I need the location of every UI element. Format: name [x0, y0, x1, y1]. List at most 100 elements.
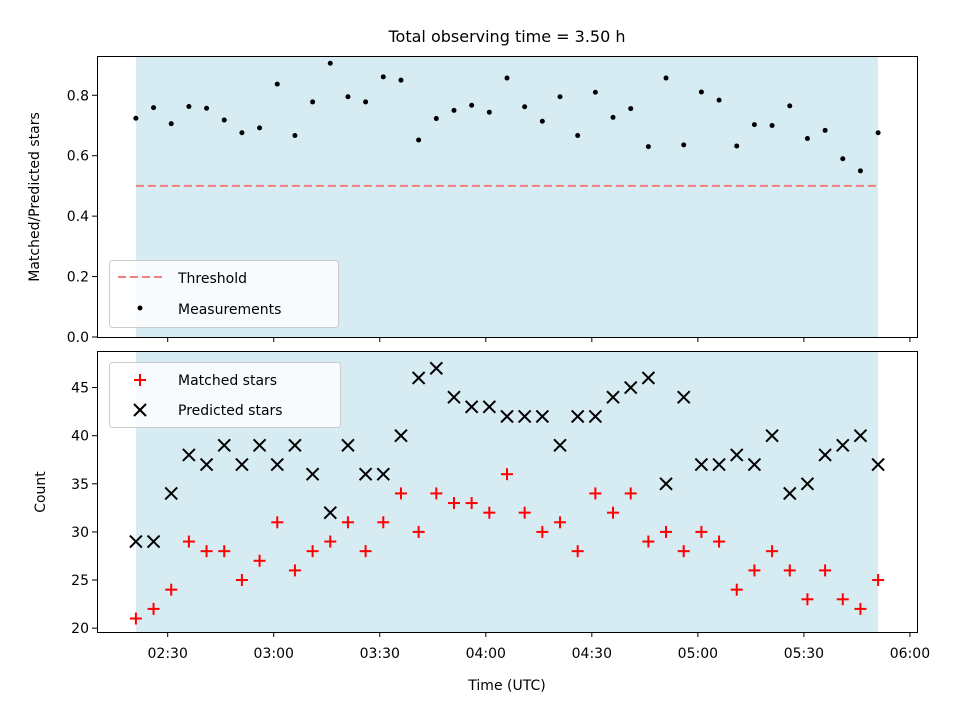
predicted-star-point [871, 457, 885, 472]
bottom-plot-area [129, 361, 885, 625]
top-axes-frame [97, 56, 918, 338]
measurement-point [274, 81, 280, 87]
predicted-star-point [146, 534, 161, 549]
bottom-y-ticks: 20 25 30 35 40 45 [71, 381, 97, 637]
measurement-point [327, 60, 333, 66]
measurement-point [398, 77, 404, 83]
measurement-point [628, 106, 634, 112]
matched-star-point [394, 487, 407, 500]
matched-star-point [554, 516, 567, 529]
matched-star-point [253, 554, 266, 567]
predicted-star-point [323, 505, 337, 520]
measurement-point [504, 75, 510, 81]
matched-star-point [165, 583, 178, 596]
measurement-point [875, 130, 881, 136]
bottom-y-tick-label: 25 [71, 573, 89, 589]
bottom-y-tick-label: 40 [71, 429, 89, 445]
matched-star-point [642, 535, 655, 548]
x-tick-label: 05:30 [784, 646, 824, 662]
predicted-star-point [677, 390, 691, 404]
predicted-star-point [358, 467, 373, 481]
predicted-star-point [712, 457, 726, 472]
x-tick-label: 05:00 [678, 646, 718, 662]
matched-star-point [589, 487, 602, 500]
legend-measurements-marker [137, 305, 143, 311]
bottom-y-tick-label: 20 [71, 621, 89, 637]
matched-star-point [801, 593, 814, 606]
measurement-point [133, 115, 139, 121]
predicted-star-point [570, 409, 585, 424]
matched-star-point [447, 497, 460, 510]
matched-star-point [819, 564, 832, 577]
matched-star-point [341, 516, 354, 529]
predicted-star-point [818, 448, 832, 462]
predicted-star-point [341, 438, 355, 453]
matched-star-point [854, 602, 867, 615]
measurement-point [433, 116, 439, 122]
matched-star-point [713, 535, 726, 548]
predicted-star-point [588, 409, 603, 424]
bottom-x-ticks: 02:30 03:00 03:30 04:00 04:30 05:00 05:30 06:00 [148, 632, 930, 662]
legend-predicted-marker [133, 403, 147, 417]
matched-star-point [271, 516, 284, 529]
measurement-point [698, 89, 704, 95]
predicted-star-point [659, 477, 673, 491]
matched-star-point [730, 583, 743, 596]
predicted-star-point [623, 380, 638, 395]
matched-star-point [783, 564, 796, 577]
measurement-point [857, 168, 863, 174]
x-tick-label: 03:00 [254, 646, 294, 662]
matched-star-point [430, 487, 443, 500]
bottom-y-tick-label: 30 [71, 525, 89, 541]
predicted-star-point [517, 409, 532, 424]
predicted-star-point [694, 457, 709, 472]
predicted-star-point [853, 428, 868, 443]
predicted-star-point [464, 400, 479, 414]
predicted-star-point [447, 390, 461, 404]
measurement-point [681, 142, 687, 148]
measurement-point [186, 103, 192, 109]
measurement-point [610, 114, 616, 120]
top-y-ticks: 0.0 0.2 0.4 0.6 0.8 [67, 88, 97, 346]
matched-star-point [359, 545, 372, 558]
top-y-tick-label: 0.6 [67, 149, 89, 165]
x-tick-label: 03:30 [360, 646, 400, 662]
predicted-star-point [252, 438, 267, 453]
measurement-point [539, 118, 545, 124]
matched-star-point [536, 525, 549, 538]
legend-measurements-label: Measurements [178, 302, 281, 318]
bottom-legend-box [109, 362, 341, 428]
matched-star-point [324, 535, 337, 548]
predicted-star-point [482, 400, 497, 414]
matched-star-point [218, 545, 231, 558]
top-legend: Threshold Measurements [109, 260, 339, 328]
bottom-axes-frame [97, 351, 918, 633]
legend-matched-label: Matched stars [178, 373, 277, 389]
predicted-star-point [288, 438, 302, 453]
matched-star-point [766, 545, 779, 558]
measurement-point [575, 132, 581, 138]
top-axes: 0.00.20.40.60.8 Matched/Predicted stars … [27, 56, 918, 346]
predicted-star-point [429, 361, 444, 376]
measurement-point [522, 104, 528, 110]
measurement-point [292, 132, 298, 138]
matched-star-point [501, 468, 513, 481]
measurement-point [151, 105, 157, 111]
predicted-star-point [800, 477, 815, 491]
matched-star-point [748, 564, 761, 577]
matched-star-point [518, 506, 531, 519]
predicted-star-point [783, 486, 797, 501]
predicted-star-point [606, 390, 620, 404]
matched-star-point [182, 535, 195, 548]
bottom-y-tick-label: 45 [71, 381, 89, 397]
matched-star-point [306, 545, 319, 558]
measurement-point [840, 156, 846, 162]
predicted-star-point [164, 486, 178, 501]
chart-title: Total observing time = 3.50 h [387, 27, 625, 46]
measurement-point [663, 75, 669, 81]
matched-star-point [836, 593, 849, 606]
top-y-tick-label: 0.0 [67, 330, 89, 346]
measurement-point [822, 127, 828, 133]
matched-star-point [571, 545, 584, 558]
